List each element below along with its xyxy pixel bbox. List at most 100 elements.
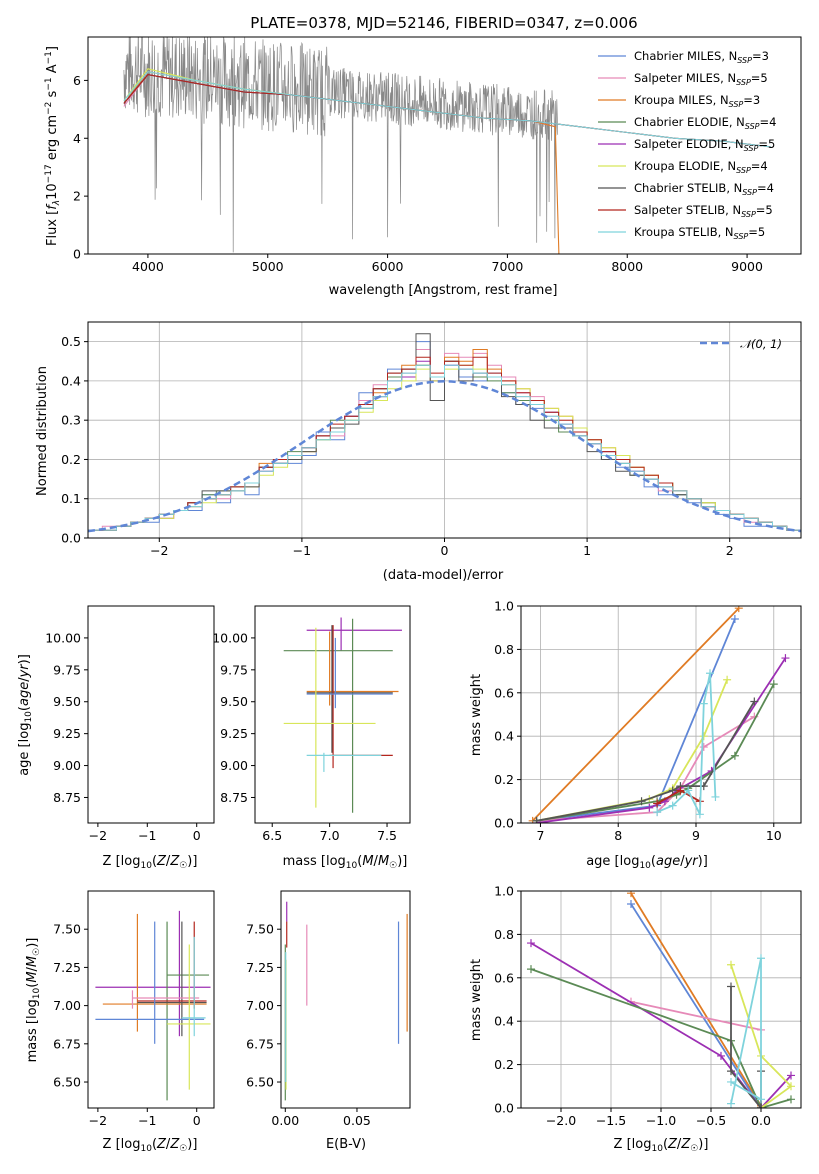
weight-vs-z-xtick-label: −1.5 — [596, 1113, 626, 1128]
mass-vs-z-ytick-label: 7.00 — [53, 998, 81, 1013]
weight-vs-age-plot-area — [528, 606, 790, 823]
weight-vs-age-marker — [668, 786, 677, 795]
mass-vs-z-ylabel: mass [log10(M/M☉)] — [25, 938, 42, 1063]
weight-vs-age-ytick-label: 0.0 — [494, 816, 514, 831]
weight-vs-age-line-2 — [536, 715, 755, 822]
weight-vs-z-ytick-label: 0.8 — [494, 927, 514, 942]
weight-vs-age-marker — [684, 786, 693, 795]
legend-label-0: Chabrier MILES, NSSP=3 — [634, 49, 769, 65]
age-vs-z-frame — [87, 605, 215, 824]
histogram-ytick-label: 0.2 — [61, 452, 81, 467]
age-vs-z-xtick-label: −2 — [89, 828, 107, 843]
spectrum-xtick-label: 4000 — [132, 259, 164, 274]
spectrum-model-line-8 — [123, 71, 772, 148]
weight-vs-z-marker — [627, 900, 635, 909]
mass-vs-ebv-frame — [280, 890, 411, 1109]
age-vs-mass-xtick-label: 7.5 — [377, 828, 397, 843]
weight-vs-z-line-7 — [730, 958, 762, 1104]
weight-vs-z-ytick-label: 0.4 — [494, 1014, 514, 1029]
weight-vs-z-marker — [727, 982, 735, 991]
legend-label-2: Kroupa MILES, NSSP=3 — [634, 93, 760, 109]
weight-vs-age-xtick-label: 10 — [766, 828, 782, 843]
weight-vs-z-line-0 — [630, 892, 762, 1107]
weight-vs-z-marker — [717, 1051, 725, 1060]
mass-vs-z-plot-area — [95, 910, 211, 1101]
age-vs-mass-ytick-label: 9.75 — [220, 662, 248, 677]
weight-vs-age-ytick-label: 1.0 — [494, 599, 514, 614]
histogram-plot-area — [88, 333, 801, 538]
spectrum-ytick-label: 2 — [73, 189, 81, 204]
weight-vs-age-marker — [637, 797, 646, 806]
weight-vs-age-marker — [699, 743, 708, 752]
spectrum-panel: PLATE=0378, MJD=52146, FIBERID=0347, z=0… — [44, 14, 802, 298]
weight-vs-z-line-5 — [730, 964, 793, 1108]
weight-vs-age-marker — [668, 801, 677, 810]
weight-vs-age-marker — [645, 803, 654, 812]
weight-vs-age-ytick-label: 0.6 — [494, 685, 514, 700]
mass-vs-z-ytick-label: 6.75 — [53, 1036, 81, 1051]
weight-vs-z-ytick-label: 0.2 — [494, 1057, 514, 1072]
mass-vs-z-xlabel: Z [log10(Z/Z☉)] — [103, 1137, 198, 1154]
weight-vs-z-marker — [727, 1099, 735, 1108]
age-vs-z-xtick-label: 0 — [193, 828, 201, 843]
histogram-frame — [87, 321, 802, 539]
weight-vs-z-marker — [757, 954, 765, 963]
spectrum-ytick-label: 6 — [73, 73, 81, 88]
spectrum-data-trace — [123, 37, 559, 253]
histogram-xlabel: (data-model)/error — [383, 568, 504, 583]
weight-vs-age-marker — [781, 654, 790, 663]
histogram-ytick-label: 0.1 — [61, 491, 81, 506]
weight-vs-age-xtick-label: 8 — [614, 828, 622, 843]
age-vs-mass-xtick-label: 6.5 — [262, 828, 282, 843]
weight-vs-age-marker — [769, 680, 778, 689]
weight-vs-z-xlabel: Z [log10(Z/Z☉)] — [614, 1137, 709, 1154]
mass-vs-z-ytick-label: 6.50 — [53, 1075, 81, 1090]
weight-vs-z-line-4 — [530, 968, 792, 1108]
weight-vs-age-marker — [653, 808, 662, 817]
weight-vs-age-ytick-label: 0.2 — [494, 772, 514, 787]
weight-vs-z-marker — [787, 1071, 795, 1080]
weight-vs-z-ytick-label: 0.0 — [494, 1101, 514, 1116]
legend-label-4: Salpeter ELODIE, NSSP=5 — [634, 137, 775, 153]
age-vs-mass-ytick-label: 9.00 — [220, 758, 248, 773]
histogram-ytick-label: 0.3 — [61, 413, 81, 428]
spectrum-ylabel: Flux [fλ10−17 erg cm−2 s−1 A−1] — [44, 46, 62, 246]
histogram-xtick-label: −2 — [150, 543, 168, 558]
histogram-xtick-label: 2 — [726, 543, 734, 558]
age-vs-z-ylabel: age [log10(age/yr)] — [17, 654, 34, 776]
spectrum-xtick-label: 8000 — [611, 259, 643, 274]
mass-vs-ebv-xtick-label: 0.00 — [271, 1113, 299, 1128]
weight-vs-age-marker — [750, 697, 759, 706]
histogram-ylabel: Normed distribution — [35, 366, 50, 496]
spectrum-plot-area — [123, 37, 772, 254]
age-vs-z-ytick-label: 9.50 — [53, 694, 81, 709]
weight-vs-age-frame — [520, 605, 802, 824]
weight-vs-z-ylabel: mass weight — [469, 959, 484, 1041]
mass-vs-ebv-ytick-label: 7.25 — [246, 960, 274, 975]
weight-vs-age-marker — [653, 799, 662, 808]
histogram-ytick-label: 0.5 — [61, 334, 81, 349]
weight-vs-age-xtick-label: 7 — [536, 828, 544, 843]
weight-vs-age-ylabel: mass weight — [469, 674, 484, 756]
weight-vs-z-marker — [727, 1067, 735, 1076]
age-vs-mass-frame — [254, 605, 411, 824]
mass-vs-z-xtick-label: 0 — [193, 1113, 201, 1128]
weight-vs-age-marker — [730, 615, 739, 624]
weight-vs-z-xtick-label: −1.0 — [646, 1113, 676, 1128]
spectrum-xtick-label: 7000 — [492, 259, 524, 274]
weight-vs-z-xtick-label: −2.0 — [546, 1113, 576, 1128]
weight-vs-z-marker — [757, 1104, 765, 1108]
histogram-ytick-label: 0.0 — [61, 531, 81, 546]
age-vs-mass-ytick-label: 8.75 — [220, 790, 248, 805]
mass-vs-z-frame — [87, 890, 215, 1109]
age-vs-z-ytick-label: 10.00 — [45, 630, 81, 645]
age-vs-z-xlabel: Z [log10(Z/Z☉)] — [103, 854, 198, 871]
legend-label-6: Chabrier STELIB, NSSP=4 — [634, 181, 774, 197]
weight-vs-age-xlabel: age [log10(age/yr)] — [586, 854, 708, 871]
mass-vs-ebv-ytick-label: 6.75 — [246, 1036, 274, 1051]
spectrum-xtick-label: 5000 — [252, 259, 284, 274]
weight-vs-z-ytick-label: 0.6 — [494, 970, 514, 985]
spectrum-legend: Chabrier MILES, NSSP=3 Salpeter MILES, NS… — [598, 49, 776, 241]
histogram-ytick-label: 0.4 — [61, 373, 81, 388]
legend-label-5: Kroupa ELODIE, NSSP=4 — [634, 159, 768, 175]
